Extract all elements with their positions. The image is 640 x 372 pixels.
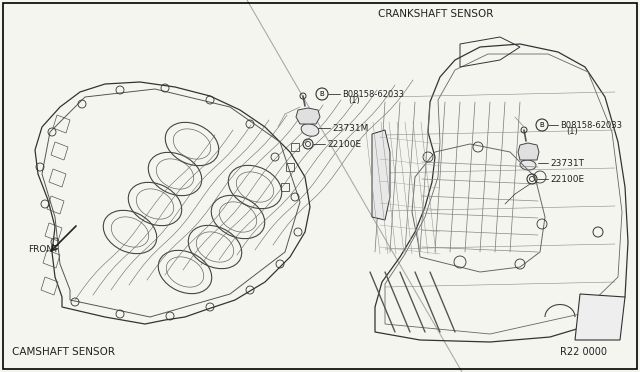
Text: B08158-62033: B08158-62033 bbox=[560, 121, 622, 129]
Polygon shape bbox=[296, 108, 320, 124]
Ellipse shape bbox=[520, 160, 536, 170]
Polygon shape bbox=[518, 143, 539, 160]
Polygon shape bbox=[372, 130, 390, 220]
Text: CRANKSHAFT SENSOR: CRANKSHAFT SENSOR bbox=[378, 9, 493, 19]
Text: 22100E: 22100E bbox=[550, 174, 584, 183]
Text: CAMSHAFT SENSOR: CAMSHAFT SENSOR bbox=[12, 347, 115, 357]
Ellipse shape bbox=[301, 124, 319, 136]
Text: R22 0000: R22 0000 bbox=[560, 347, 607, 357]
Bar bbox=[281, 183, 289, 191]
Bar bbox=[286, 163, 294, 171]
Text: 23731T: 23731T bbox=[550, 158, 584, 167]
Bar bbox=[291, 143, 299, 151]
Text: 23731M: 23731M bbox=[332, 124, 369, 132]
Text: B: B bbox=[540, 122, 545, 128]
Polygon shape bbox=[575, 294, 625, 340]
Text: (1): (1) bbox=[566, 126, 578, 135]
Text: FRONT: FRONT bbox=[28, 246, 58, 254]
Text: 22100E: 22100E bbox=[327, 140, 361, 148]
Text: B08158-62033: B08158-62033 bbox=[342, 90, 404, 99]
Text: (1): (1) bbox=[348, 96, 360, 105]
Text: B: B bbox=[319, 91, 324, 97]
